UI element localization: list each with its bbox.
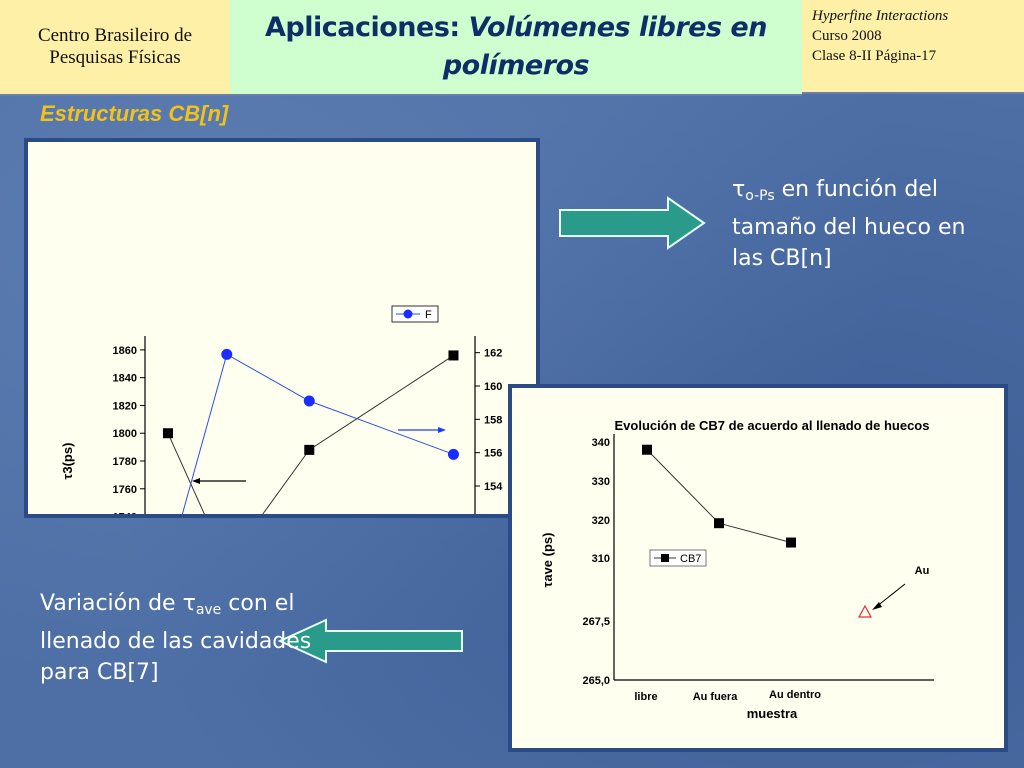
institution-line1: Centro Brasileiro de <box>37 25 193 46</box>
institution-line2: Pesquisas Físicas <box>49 47 181 68</box>
y-tick-label: 1860 <box>113 345 137 357</box>
header-institution: Centro Brasileiro de Pesquisas Físicas <box>0 0 230 96</box>
title-part2: Volúmenes libres en <box>468 12 768 43</box>
caption-right: τo-Ps en función del tamaño del hueco en… <box>732 174 1002 274</box>
title-part3: polímeros <box>442 50 590 81</box>
course-line2: Curso 2008 <box>812 28 882 44</box>
y2-tick-label: 156 <box>484 448 502 460</box>
chart1-svg: 5010015020025030035040045050017001720174… <box>60 305 520 631</box>
course-line3: Clase 8-II Página-17 <box>812 48 937 64</box>
chart2-y-tick-label: 310 <box>592 553 610 565</box>
caption-left-tau: τ <box>182 591 196 616</box>
series-i3tau3-point <box>303 395 315 407</box>
y-tick-label: 1780 <box>113 456 137 468</box>
chart2-category-label: Au fuera <box>693 691 739 703</box>
caption-left-pre: Variación de <box>40 591 183 616</box>
section-title: Estructuras CB[n] <box>40 101 229 126</box>
chart2-legend-marker <box>661 554 669 562</box>
caption-left-text: con el llenado de las cavidades para CB[… <box>40 591 312 685</box>
series-i3tau3-line <box>167 353 454 567</box>
chart2-category-label: Au dentro <box>769 689 821 701</box>
right-axis-indicator-arrowhead <box>438 427 446 433</box>
chart2-au-triangle-marker <box>857 604 873 618</box>
y2-tick-label: 162 <box>484 348 502 360</box>
chart2-series-line <box>646 449 792 544</box>
course-line1: Hyperfine Interactions <box>812 8 949 24</box>
series-i3tau3-point <box>447 448 459 460</box>
chart2-y-axis-label: τave (ps) <box>540 533 555 588</box>
y-tick-label: 1740 <box>113 512 137 514</box>
right-arrow-icon <box>559 196 706 250</box>
left-arrow-icon <box>277 618 463 664</box>
slide-title: Aplicaciones: Volúmenes libres en políme… <box>265 9 767 85</box>
chart-panel-volume: 5010015020025030035040045050017001720174… <box>24 138 540 631</box>
caption-right-sub: o-Ps <box>745 188 775 204</box>
chart2-au-arrowhead <box>872 602 882 610</box>
chart2-y-tick-label: 265,0 <box>582 675 610 687</box>
chart2-y-tick-label: 320 <box>592 515 610 527</box>
chart2-y-tick-label: 340 <box>592 437 610 449</box>
series-tau3-point <box>162 428 173 439</box>
chart2-series-point <box>714 518 724 529</box>
legend-marker <box>403 309 413 319</box>
chart2-title: Evolución de CB7 de acuerdo al llenado d… <box>615 418 930 433</box>
series-tau3-point <box>448 350 459 361</box>
chart2-x-axis-label: muestra <box>747 706 798 721</box>
chart2-svg: Evolución de CB7 de acuerdo al llenado d… <box>540 418 934 721</box>
caption-left: Variación de τave con el llenado de las … <box>40 588 320 688</box>
y-tick-label: 1800 <box>113 428 137 440</box>
series-i3tau3-point <box>221 348 233 360</box>
y-tick-label: 1760 <box>113 484 137 496</box>
chart-panel-cb7: Evolución de CB7 de acuerdo al llenado d… <box>508 384 1008 752</box>
chart2-series-point <box>642 444 652 455</box>
chart2-y-tick-label: 330 <box>592 476 610 488</box>
chart2-au-arrow <box>875 583 906 608</box>
y2-tick-label: 160 <box>484 381 502 393</box>
y2-tick-label: 158 <box>484 414 502 426</box>
series-tau3-point <box>304 444 315 455</box>
legend-label: F <box>425 309 432 321</box>
y-tick-label: 1820 <box>113 400 137 412</box>
caption-right-tau: τ <box>732 177 746 202</box>
chart1-marks: 5010015020025030035040045050017001720174… <box>60 305 520 631</box>
caption-right-text: en función del tamaño del hueco en las C… <box>732 177 966 271</box>
header-course: Hyperfine Interactions Curso 2008 Clase … <box>802 0 1024 94</box>
chart2-marks: Evolución de CB7 de acuerdo al llenado d… <box>540 418 934 721</box>
y-tick-label: 1840 <box>113 373 137 385</box>
chart2-au-label: Au <box>915 565 930 577</box>
chart2-category-label: libre <box>634 691 657 703</box>
chart2-legend-label: CB7 <box>680 553 701 565</box>
y2-tick-label: 154 <box>484 481 503 493</box>
chart2-series-point <box>786 537 796 548</box>
series-tau3-line <box>167 355 454 565</box>
left-axis-indicator-arrowhead <box>192 478 200 484</box>
y-axis-label: τ3(ps) <box>60 443 75 480</box>
chart2-y-tick-label: 267,5 <box>582 616 610 628</box>
header-title-box: Aplicaciones: Volúmenes libres en políme… <box>230 0 802 96</box>
title-part1: Aplicaciones: <box>265 12 469 43</box>
caption-left-sub: ave <box>195 602 222 618</box>
